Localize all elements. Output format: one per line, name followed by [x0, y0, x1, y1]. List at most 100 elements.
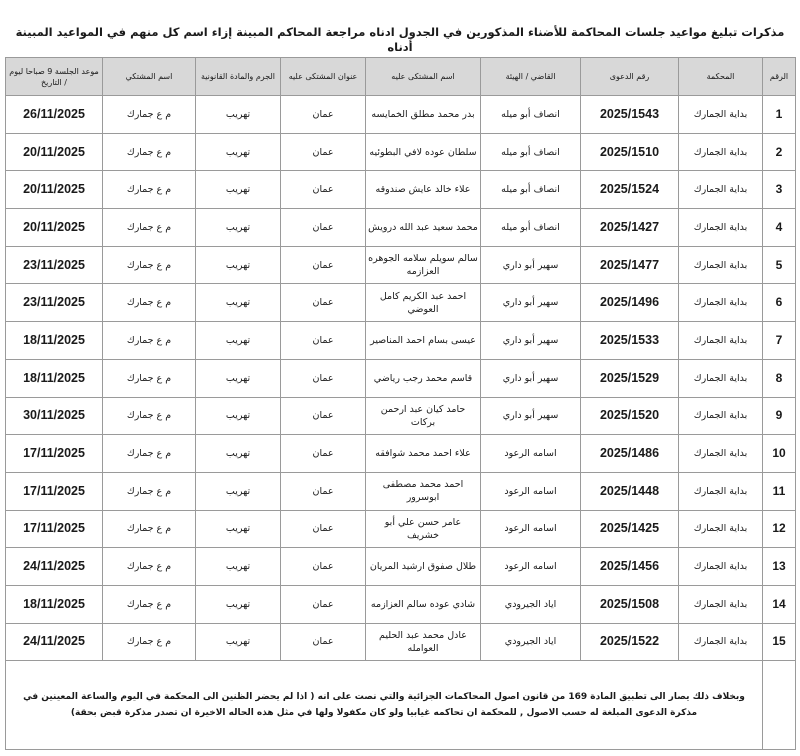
- plaintiff-cell: م ع جمارك: [102, 245, 196, 285]
- row-number: 5: [762, 245, 796, 285]
- hearing-date-cell: 17/11/2025: [5, 509, 103, 549]
- hearing-date-cell: 20/11/2025: [5, 170, 103, 210]
- hearing-date-cell: 20/11/2025: [5, 132, 103, 172]
- crime-cell: تهريب: [195, 434, 281, 473]
- table-row: 6 بداية الجمارك 2025/1496 سهير أبو داري احمد…: [5, 283, 796, 323]
- address-cell: عمان: [280, 132, 366, 172]
- judge-cell: سهير أبو داري: [480, 358, 581, 398]
- court-cell: بداية الجمارك: [678, 471, 763, 511]
- row-number: 15: [762, 622, 796, 662]
- hearing-date-cell: 24/11/2025: [5, 622, 103, 662]
- table-row: 9 بداية الجمارك 2025/1520 سهير أبو داري حامد…: [5, 396, 796, 436]
- court-cell: بداية الجمارك: [678, 434, 763, 473]
- case-number-cell: 2025/1496: [580, 283, 679, 323]
- crime-cell: تهريب: [195, 509, 281, 549]
- defendant-name-cell: حامد كيان عبد ارحمن بركات: [365, 396, 481, 436]
- judge-cell: سهير أبو داري: [480, 245, 581, 285]
- court-cell: بداية الجمارك: [678, 584, 763, 624]
- row-number: 13: [762, 547, 796, 586]
- case-number-cell: 2025/1524: [580, 170, 679, 210]
- plaintiff-cell: م ع جمارك: [102, 283, 196, 323]
- judge-cell: سهير أبو داري: [480, 396, 581, 436]
- hearing-date-cell: 18/11/2025: [5, 358, 103, 398]
- court-cell: بداية الجمارك: [678, 95, 763, 134]
- plaintiff-cell: م ع جمارك: [102, 471, 196, 511]
- hearing-date-cell: 17/11/2025: [5, 434, 103, 473]
- hearing-date-cell: 20/11/2025: [5, 208, 103, 247]
- crime-cell: تهريب: [195, 622, 281, 662]
- case-number-cell: 2025/1425: [580, 509, 679, 549]
- address-cell: عمان: [280, 95, 366, 134]
- row-number: 7: [762, 321, 796, 360]
- header-number: الرقم: [762, 57, 796, 96]
- header-judge: القاضي / الهيئة: [480, 57, 581, 96]
- document-title: مذكرات تبليغ مواعيد جلسات المحاكمة للأضن…: [15, 25, 785, 54]
- crime-cell: تهريب: [195, 584, 281, 624]
- defendant-name-cell: قاسم محمد رجب رياضي: [365, 358, 481, 398]
- legal-note: وبخلاف ذلك يصار الى تطبيق المادة 169 من …: [5, 660, 763, 751]
- defendant-name-cell: احمد عبد الكريم كامل العوضي: [365, 283, 481, 323]
- hearing-date-cell: 24/11/2025: [5, 547, 103, 586]
- defendant-name-cell: احمد محمد مصطفى ابوسرور: [365, 471, 481, 511]
- judge-cell: اسامه الرعود: [480, 471, 581, 511]
- court-cell: بداية الجمارك: [678, 321, 763, 360]
- judge-cell: سهير أبو داري: [480, 283, 581, 323]
- court-cell: بداية الجمارك: [678, 358, 763, 398]
- address-cell: عمان: [280, 170, 366, 210]
- hearing-date-cell: 23/11/2025: [5, 245, 103, 285]
- crime-cell: تهريب: [195, 283, 281, 323]
- row-number: 14: [762, 584, 796, 624]
- table-row: 5 بداية الجمارك 2025/1477 سهير أبو داري سالم…: [5, 245, 796, 285]
- case-number-cell: 2025/1520: [580, 396, 679, 436]
- row-number: 11: [762, 471, 796, 511]
- table-row: 4 بداية الجمارك 2025/1427 انصاف أبو ميله محم…: [5, 208, 796, 247]
- judge-cell: انصاف أبو ميله: [480, 170, 581, 210]
- row-number: 10: [762, 434, 796, 473]
- table-row: 15 بداية الجمارك 2025/1522 اياد الجيرودي عاد…: [5, 622, 796, 662]
- defendant-name-cell: عامر حسن علي أبو خشريف: [365, 509, 481, 549]
- court-cell: بداية الجمارك: [678, 547, 763, 586]
- court-cell: بداية الجمارك: [678, 170, 763, 210]
- row-number: 2: [762, 132, 796, 172]
- plaintiff-cell: م ع جمارك: [102, 321, 196, 360]
- plaintiff-cell: م ع جمارك: [102, 434, 196, 473]
- table-row: 10 بداية الجمارك 2025/1486 اسامه الرعود علاء…: [5, 434, 796, 473]
- defendant-name-cell: محمد سعيد عبد الله درويش: [365, 208, 481, 247]
- judge-cell: اياد الجيرودي: [480, 584, 581, 624]
- address-cell: عمان: [280, 547, 366, 586]
- plaintiff-cell: م ع جمارك: [102, 95, 196, 134]
- case-number-cell: 2025/1543: [580, 95, 679, 134]
- plaintiff-cell: م ع جمارك: [102, 170, 196, 210]
- plaintiff-cell: م ع جمارك: [102, 396, 196, 436]
- row-number: 12: [762, 509, 796, 549]
- plaintiff-cell: م ع جمارك: [102, 509, 196, 549]
- defendant-name-cell: بدر محمد مطلق الخمايسه: [365, 95, 481, 134]
- table-row: 11 بداية الجمارك 2025/1448 اسامه الرعود احمد…: [5, 471, 796, 511]
- crime-cell: تهريب: [195, 208, 281, 247]
- address-cell: عمان: [280, 283, 366, 323]
- address-cell: عمان: [280, 245, 366, 285]
- plaintiff-cell: م ع جمارك: [102, 208, 196, 247]
- case-number-cell: 2025/1477: [580, 245, 679, 285]
- case-number-cell: 2025/1508: [580, 584, 679, 624]
- defendant-name-cell: علاء خالد عايش صندوقه: [365, 170, 481, 210]
- table-row: 2 بداية الجمارك 2025/1510 انصاف أبو ميله سلط…: [5, 132, 796, 172]
- court-cell: بداية الجمارك: [678, 283, 763, 323]
- address-cell: عمان: [280, 434, 366, 473]
- header-plaintiff: اسم المشتكي: [102, 57, 196, 96]
- judge-cell: انصاف أبو ميله: [480, 132, 581, 172]
- row-number: 1: [762, 95, 796, 134]
- court-cell: بداية الجمارك: [678, 509, 763, 549]
- plaintiff-cell: م ع جمارك: [102, 358, 196, 398]
- table-row: 12 بداية الجمارك 2025/1425 اسامه الرعود عامر…: [5, 509, 796, 549]
- header-crime: الجرم والمادة القانونية: [195, 57, 281, 96]
- hearing-date-cell: 26/11/2025: [5, 95, 103, 134]
- crime-cell: تهريب: [195, 358, 281, 398]
- case-number-cell: 2025/1486: [580, 434, 679, 473]
- case-number-cell: 2025/1427: [580, 208, 679, 247]
- hearing-date-cell: 17/11/2025: [5, 471, 103, 511]
- table-row: 7 بداية الجمارك 2025/1533 سهير أبو داري عيسى…: [5, 321, 796, 360]
- court-cell: بداية الجمارك: [678, 208, 763, 247]
- judge-cell: اسامه الرعود: [480, 547, 581, 586]
- defendant-name-cell: علاء احمد محمد شوافقه: [365, 434, 481, 473]
